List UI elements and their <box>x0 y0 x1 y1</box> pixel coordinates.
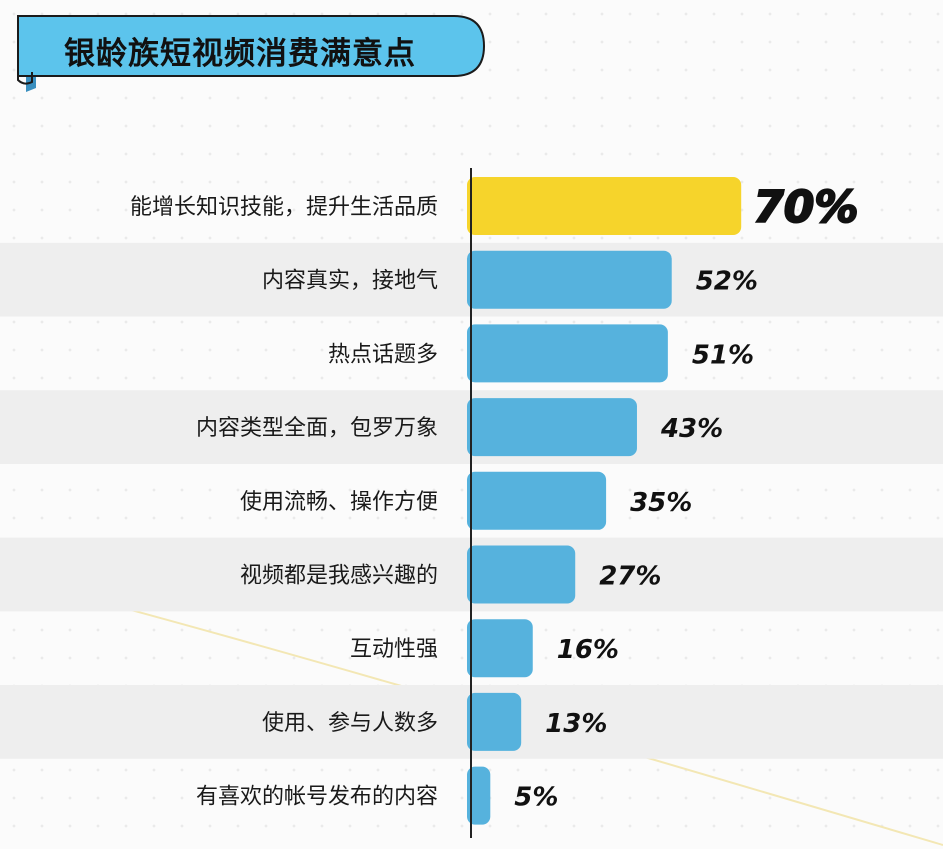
bar-5 <box>467 471 607 530</box>
category-label: 使用、参与人数多 <box>262 711 438 736</box>
value-label: 5% <box>514 783 558 813</box>
value-label: 70% <box>753 182 858 233</box>
title-ribbon <box>17 15 486 92</box>
bar-3 <box>467 324 668 383</box>
bar-4 <box>467 398 637 457</box>
value-label: 16% <box>557 635 619 665</box>
category-label: 有喜欢的帐号发布的内容 <box>196 785 438 810</box>
category-label: 内容真实，接地气 <box>262 269 438 294</box>
value-label: 27% <box>599 562 661 592</box>
value-label: 51% <box>692 340 754 370</box>
bar-1 <box>467 177 742 235</box>
category-label: 视频都是我感兴趣的 <box>240 564 438 589</box>
category-label: 热点话题多 <box>328 342 438 367</box>
bar-9 <box>467 766 491 825</box>
bar-8 <box>467 692 522 751</box>
value-label: 52% <box>696 267 758 297</box>
bar-7 <box>467 619 533 678</box>
category-label: 内容类型全面，包罗万象 <box>196 416 438 441</box>
bar-6 <box>467 545 576 604</box>
chart-title: 银龄族短视频消费满意点 <box>64 36 416 72</box>
category-label: 互动性强 <box>350 637 438 662</box>
category-label: 能增长知识技能，提升生活品质 <box>130 195 438 220</box>
bar-2 <box>467 250 672 309</box>
category-label: 使用流畅、操作方便 <box>240 490 438 515</box>
value-label: 13% <box>545 709 607 739</box>
value-label: 35% <box>630 488 692 518</box>
value-label: 43% <box>660 414 723 444</box>
